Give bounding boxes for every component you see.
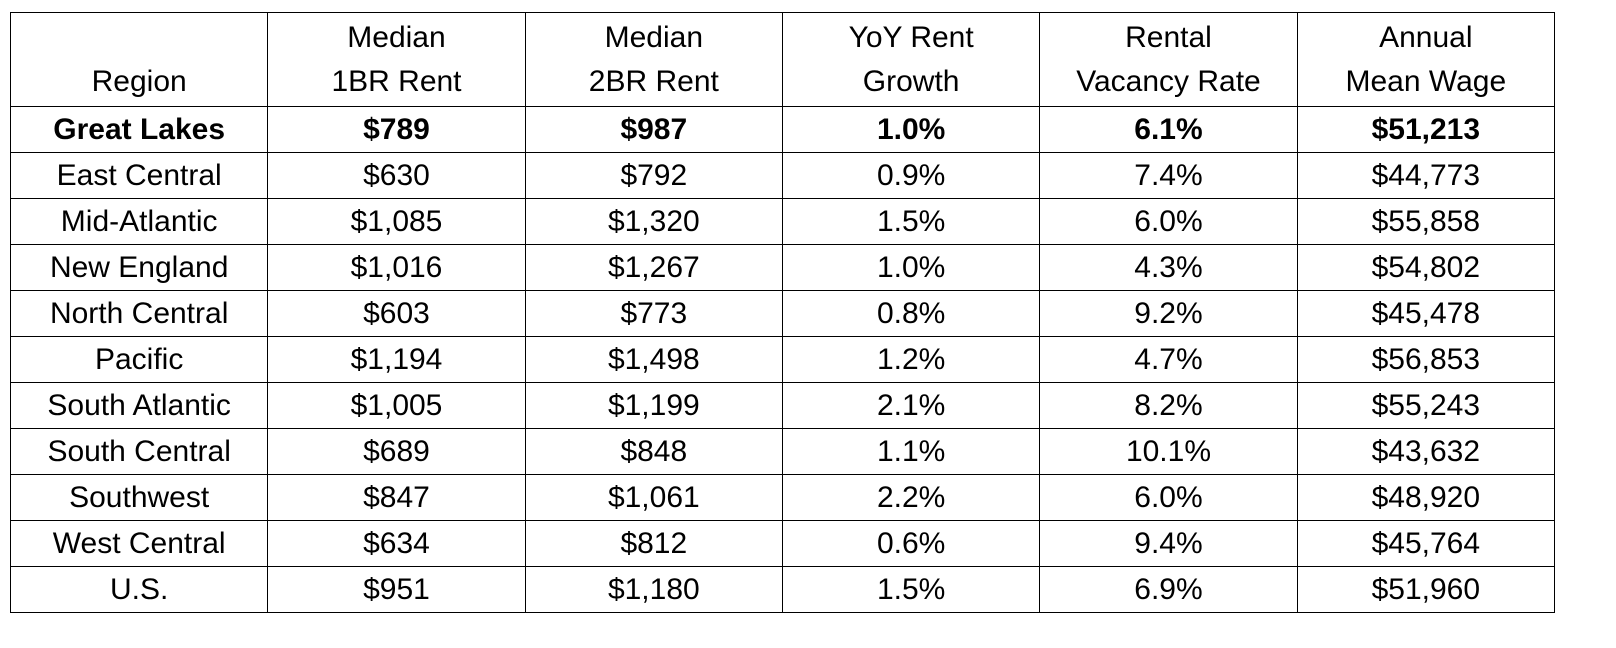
table-row: South Atlantic $1,005 $1,199 2.1% 8.2% $55,24… <box>9 382 1556 429</box>
header-cell: Median 2BR Rent <box>524 12 783 107</box>
value-cell: $45,764 <box>1296 520 1556 567</box>
value-cell: $1,005 <box>267 382 526 429</box>
value-cell: $55,243 <box>1296 382 1556 429</box>
header-line: Annual <box>1379 21 1473 54</box>
value-cell: 4.3% <box>1039 244 1298 291</box>
region-cell: North Central <box>9 290 269 337</box>
header-line: Growth <box>862 65 960 98</box>
value-cell: $1,085 <box>267 198 526 245</box>
table-header: Region Median 1BR Rent Median 2BR Rent YoY Re… <box>9 12 1556 107</box>
value-cell: 0.6% <box>781 520 1041 567</box>
table-body: Great Lakes $789 $987 1.0% 6.1% $51,213 East C… <box>9 106 1556 613</box>
value-cell: $634 <box>267 520 526 567</box>
region-cell: Southwest <box>9 474 269 521</box>
table-row: Mid-Atlantic $1,085 $1,320 1.5% 6.0% $55,858 <box>9 198 1556 245</box>
value-cell: 1.0% <box>781 244 1041 291</box>
value-cell: $45,478 <box>1296 290 1556 337</box>
value-cell: $773 <box>524 290 783 337</box>
value-cell: $630 <box>267 152 526 199</box>
header-cell: Annual Mean Wage <box>1296 12 1556 107</box>
region-cell: Mid-Atlantic <box>9 198 269 245</box>
value-cell: $43,632 <box>1296 428 1556 475</box>
value-cell: 0.8% <box>781 290 1041 337</box>
value-cell: $1,016 <box>267 244 526 291</box>
table-row: Southwest $847 $1,061 2.2% 6.0% $48,920 <box>9 474 1556 521</box>
value-cell: 10.1% <box>1039 428 1298 475</box>
value-cell: $55,858 <box>1296 198 1556 245</box>
header-line: Median <box>347 21 446 54</box>
value-cell: $1,194 <box>267 336 526 383</box>
value-cell: $1,498 <box>524 336 783 383</box>
value-cell: 9.2% <box>1039 290 1298 337</box>
header-cell: Region <box>9 12 269 107</box>
region-cell: West Central <box>9 520 269 567</box>
value-cell: 2.1% <box>781 382 1041 429</box>
table-row: North Central $603 $773 0.8% 9.2% $45,478 <box>9 290 1556 337</box>
table-row: Pacific $1,194 $1,498 1.2% 4.7% $56,853 <box>9 336 1556 383</box>
value-cell: $603 <box>267 290 526 337</box>
header-line: Region <box>91 65 187 98</box>
header-line: Median <box>604 21 704 54</box>
value-cell: $1,180 <box>524 566 783 613</box>
value-cell: $847 <box>267 474 526 521</box>
header-line: Mean Wage <box>1345 65 1507 98</box>
header-line: YoY Rent <box>848 21 974 54</box>
region-cell: South Central <box>9 428 269 475</box>
value-cell: $51,960 <box>1296 566 1556 613</box>
value-cell: 7.4% <box>1039 152 1298 199</box>
header-line: Vacancy Rate <box>1076 65 1261 98</box>
region-cell: South Atlantic <box>9 382 269 429</box>
value-cell: $1,061 <box>524 474 783 521</box>
value-cell: 6.9% <box>1039 566 1298 613</box>
table-row: South Central $689 $848 1.1% 10.1% $43,632 <box>9 428 1556 475</box>
table-row: East Central $630 $792 0.9% 7.4% $44,773 <box>9 152 1556 199</box>
value-cell: 1.5% <box>781 566 1041 613</box>
table-row: West Central $634 $812 0.6% 9.4% $45,764 <box>9 520 1556 567</box>
region-cell: New England <box>9 244 269 291</box>
value-cell: 1.0% <box>781 106 1041 153</box>
value-cell: 1.1% <box>781 428 1041 475</box>
value-cell: $44,773 <box>1296 152 1556 199</box>
value-cell: 8.2% <box>1039 382 1298 429</box>
region-cell: East Central <box>9 152 269 199</box>
value-cell: $987 <box>524 106 783 153</box>
value-cell: 6.0% <box>1039 474 1298 521</box>
value-cell: $689 <box>267 428 526 475</box>
header-cell: Rental Vacancy Rate <box>1039 12 1298 107</box>
value-cell: $48,920 <box>1296 474 1556 521</box>
header-cell: Median 1BR Rent <box>267 12 526 107</box>
data-table: Region Median 1BR Rent Median 2BR Rent YoY Re… <box>9 12 1556 613</box>
header-line: Rental <box>1125 21 1212 54</box>
value-cell: $51,213 <box>1296 106 1556 153</box>
table-row: Great Lakes $789 $987 1.0% 6.1% $51,213 <box>9 106 1556 153</box>
value-cell: $1,267 <box>524 244 783 291</box>
value-cell: 2.2% <box>781 474 1041 521</box>
region-cell: Great Lakes <box>9 106 269 153</box>
value-cell: $1,320 <box>524 198 783 245</box>
value-cell: 4.7% <box>1039 336 1298 383</box>
region-cell: U.S. <box>9 566 269 613</box>
value-cell: $789 <box>267 106 526 153</box>
value-cell: $812 <box>524 520 783 567</box>
value-cell: 1.2% <box>781 336 1041 383</box>
value-cell: 0.9% <box>781 152 1041 199</box>
region-cell: Pacific <box>9 336 269 383</box>
value-cell: 9.4% <box>1039 520 1298 567</box>
value-cell: $951 <box>267 566 526 613</box>
header-line: 2BR Rent <box>588 65 719 98</box>
header-line: 1BR Rent <box>331 65 462 98</box>
value-cell: 6.0% <box>1039 198 1298 245</box>
value-cell: $54,802 <box>1296 244 1556 291</box>
table-row: U.S. $951 $1,180 1.5% 6.9% $51,960 <box>9 566 1556 613</box>
value-cell: $56,853 <box>1296 336 1556 383</box>
value-cell: $792 <box>524 152 783 199</box>
value-cell: 1.5% <box>781 198 1041 245</box>
header-cell: YoY Rent Growth <box>781 12 1041 107</box>
header-row: Region Median 1BR Rent Median 2BR Rent YoY Re… <box>9 12 1556 107</box>
value-cell: $1,199 <box>524 382 783 429</box>
value-cell: 6.1% <box>1039 106 1298 153</box>
value-cell: $848 <box>524 428 783 475</box>
table-row: New England $1,016 $1,267 1.0% 4.3% $54,802 <box>9 244 1556 291</box>
